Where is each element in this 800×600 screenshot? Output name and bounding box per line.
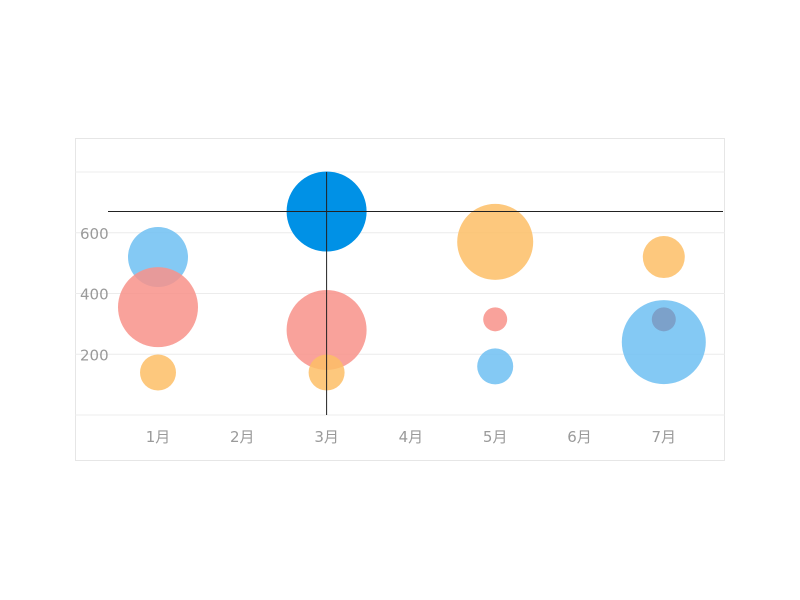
grid-lines (75, 171, 725, 416)
bubble (477, 348, 514, 385)
x-tick-label: 2月 (230, 428, 255, 446)
bubble (118, 267, 198, 348)
bubble (140, 354, 176, 391)
bubble (457, 203, 534, 280)
bubble (642, 236, 685, 279)
x-tick-label: 3月 (314, 428, 339, 446)
crosshair (108, 172, 723, 415)
bubble (621, 300, 706, 385)
y-tick-label: 400 (80, 286, 109, 304)
x-tick-label: 6月 (567, 428, 592, 446)
bubble (651, 307, 676, 332)
bubbles (118, 171, 706, 391)
x-axis-ticks: 1月 2月 3月 4月 5月 6月 7月 (146, 428, 676, 446)
chart-frame (75, 138, 725, 461)
y-tick-label: 200 (80, 346, 109, 364)
x-tick-label: 1月 (146, 428, 171, 446)
y-axis-ticks: 200 400 600 (80, 225, 109, 365)
x-tick-label: 4月 (399, 428, 424, 446)
x-tick-label: 5月 (483, 428, 508, 446)
y-tick-label: 600 (80, 225, 109, 243)
bubble (483, 307, 508, 332)
x-tick-label: 7月 (652, 428, 677, 446)
